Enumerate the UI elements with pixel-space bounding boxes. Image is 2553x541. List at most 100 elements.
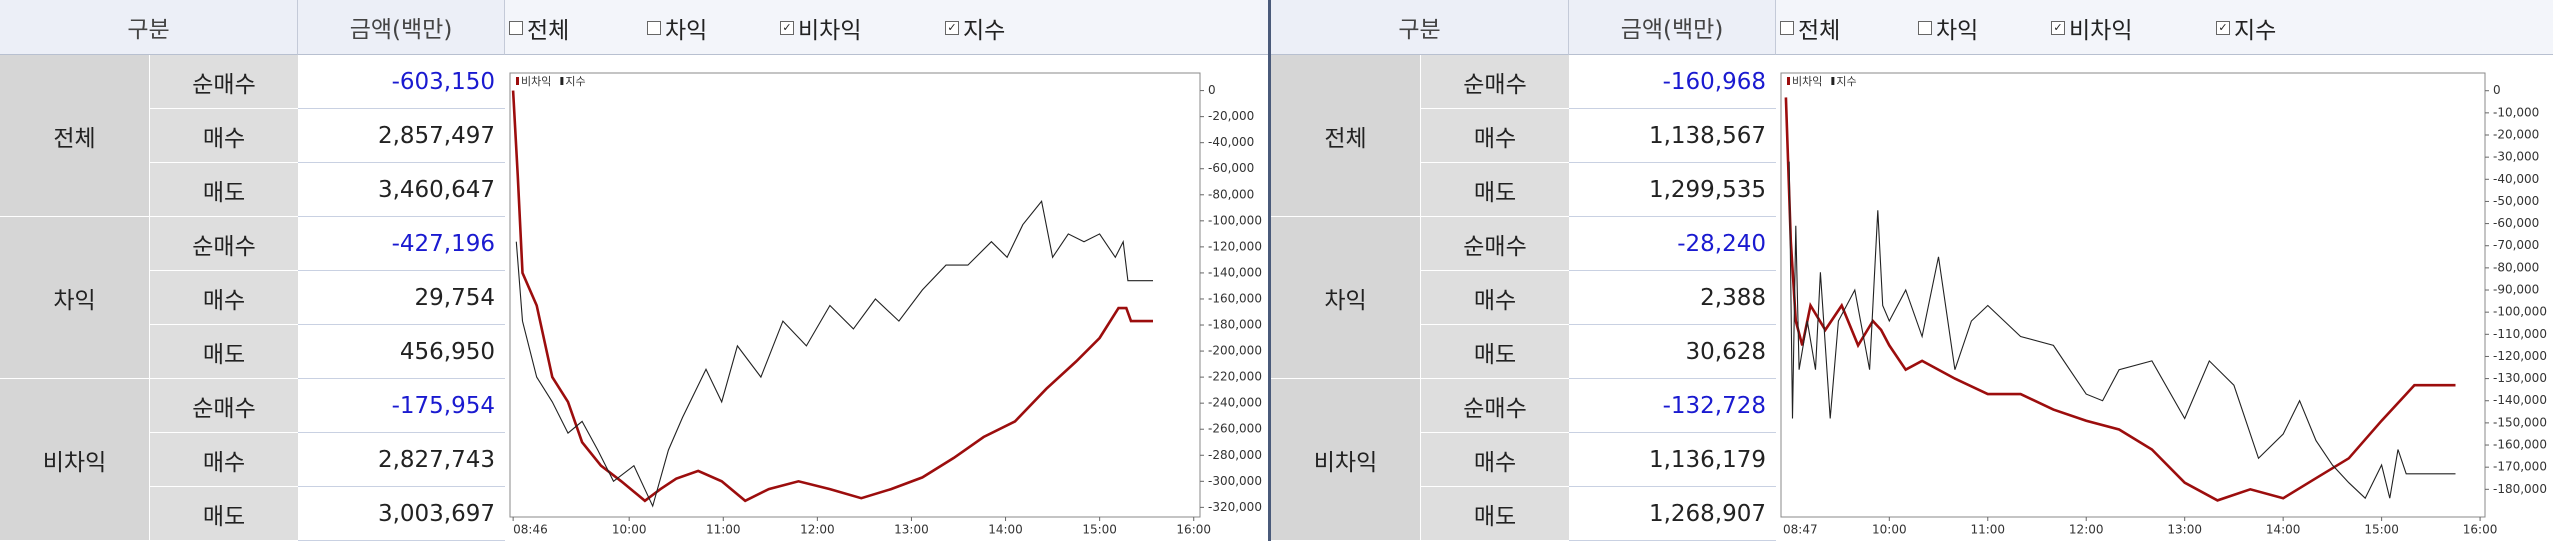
checkbox: 차익: [1918, 0, 1978, 55]
group-cell: 전체: [0, 55, 150, 217]
checkbox-box: [509, 20, 523, 35]
row-label: 순매수: [1421, 379, 1569, 433]
checkbox-box: ✓: [945, 20, 959, 35]
y-tick-label: -80,000: [1208, 187, 1254, 201]
x-tick-label: 11:00: [706, 523, 741, 537]
amount: 2,827,743: [298, 433, 505, 487]
row-label: 매도: [1421, 325, 1569, 379]
amount: 1,136,179: [1569, 433, 1776, 487]
x-tick-label: 08:47: [1783, 523, 1818, 537]
row-label: 매수: [150, 109, 298, 163]
row-label: 순매수: [150, 379, 298, 433]
header-cell: 금액(백만): [298, 0, 505, 55]
row-label: 순매수: [1421, 217, 1569, 271]
x-tick-label: 12:00: [2069, 523, 2104, 537]
amount: 30,628: [1569, 325, 1776, 379]
amount: 1,138,567: [1569, 109, 1776, 163]
y-tick-label: -140,000: [2493, 393, 2547, 407]
checkbox-box: [647, 20, 661, 35]
amount: -160,968: [1569, 55, 1776, 109]
group-cell: 비차익: [1271, 379, 1421, 541]
checkbox-label: 비차익: [798, 17, 862, 44]
header-cell: 구분: [1271, 0, 1569, 55]
row-label: 매도: [1421, 163, 1569, 217]
y-tick-label: -160,000: [2493, 438, 2547, 452]
plot-frame: [1780, 72, 2486, 518]
amount: 3,003,697: [298, 487, 505, 541]
legend-label: 지수: [1836, 75, 1856, 88]
series-line: [511, 90, 1153, 503]
x-tick-label: 15:00: [1082, 523, 1117, 537]
y-tick-label: -120,000: [2493, 349, 2547, 363]
checkbox: 전체: [509, 0, 569, 55]
y-tick-label: 0: [1208, 83, 1216, 97]
y-tick-label: -170,000: [2493, 460, 2547, 474]
row-label: 매수: [1421, 271, 1569, 325]
y-tick-label: -60,000: [1208, 161, 1254, 175]
amount: 1,299,535: [1569, 163, 1776, 217]
chart: 0 -20,000 -40,000 -60,000 -80,000 -100,000 -12…: [509, 72, 1262, 537]
y-tick-label: -80,000: [2493, 260, 2539, 274]
group-cell: 비차익: [0, 379, 150, 541]
y-tick-label: -70,000: [2493, 238, 2539, 252]
amount: -427,196: [298, 217, 505, 271]
amount: 2,857,497: [298, 109, 505, 163]
group-cell: 차익: [1271, 217, 1421, 379]
series-line: [1788, 161, 2456, 500]
row-label: 매도: [150, 325, 298, 379]
divider: [1268, 0, 1271, 541]
y-tick-label: -20,000: [2493, 128, 2539, 142]
x-tick-label: 08:46: [513, 523, 548, 537]
x-tick-label: 15:00: [2364, 523, 2399, 537]
checkbox-box: ✓: [2216, 20, 2230, 35]
checkbox-label: 차익: [1936, 17, 1979, 44]
row-label: 매수: [150, 271, 298, 325]
y-tick-label: 0: [2493, 83, 2501, 97]
checkbox-label: 지수: [963, 17, 1006, 44]
y-tick-label: -260,000: [1208, 422, 1262, 436]
amount: 3,460,647: [298, 163, 505, 217]
checkbox-label: 전체: [1798, 17, 1841, 44]
row-label: 매수: [1421, 109, 1569, 163]
checkbox-bar: [1776, 0, 2553, 55]
y-tick-label: -180,000: [2493, 482, 2547, 496]
checkbox-label: 전체: [527, 17, 570, 44]
y-tick-label: -120,000: [1208, 239, 1262, 253]
legend-label: 비차익: [521, 75, 551, 88]
checkbox: 차익: [647, 0, 707, 55]
x-tick-label: 14:00: [988, 523, 1023, 537]
amount: -603,150: [298, 55, 505, 109]
checkbox-box: [1780, 20, 1794, 35]
x-tick-label: 16:00: [1176, 523, 1211, 537]
y-tick-label: -320,000: [1208, 500, 1262, 514]
row-label: 매도: [1421, 487, 1569, 541]
series-line: [1784, 97, 2456, 502]
x-tick-label: 13:00: [2167, 523, 2202, 537]
y-tick-label: -90,000: [2493, 283, 2539, 297]
x-tick-label: 12:00: [800, 523, 835, 537]
group-cell: 차익: [0, 217, 150, 379]
legend-swatch: [560, 77, 564, 85]
checkbox: 전체: [1780, 0, 1840, 55]
checkbox-label: 비차익: [2069, 17, 2133, 44]
checkbox-box: ✓: [780, 20, 794, 35]
panel: 구분 금액(백만) 전체 차익 ✓ 비차익 ✓ 지수 전체 순매수 -160,968 매수 1,138,…: [1271, 0, 2553, 541]
legend-label: 지수: [565, 75, 585, 88]
x-tick-label: 11:00: [1970, 523, 2005, 537]
y-tick-label: -40,000: [2493, 172, 2539, 186]
y-tick-label: -240,000: [1208, 396, 1262, 410]
header-cell: 구분: [0, 0, 298, 55]
y-tick-label: -100,000: [2493, 305, 2547, 319]
row-label: 매도: [150, 163, 298, 217]
x-tick-label: 16:00: [2463, 523, 2498, 537]
y-tick-label: -300,000: [1208, 474, 1262, 488]
row-label: 순매수: [150, 55, 298, 109]
amount: -132,728: [1569, 379, 1776, 433]
checkbox: ✓ 지수: [2216, 0, 2276, 55]
y-tick-label: -280,000: [1208, 448, 1262, 462]
checkbox: ✓ 지수: [945, 0, 1005, 55]
y-tick-label: -10,000: [2493, 105, 2539, 119]
amount: 2,388: [1569, 271, 1776, 325]
y-tick-label: -130,000: [2493, 371, 2547, 385]
row-label: 매수: [150, 433, 298, 487]
